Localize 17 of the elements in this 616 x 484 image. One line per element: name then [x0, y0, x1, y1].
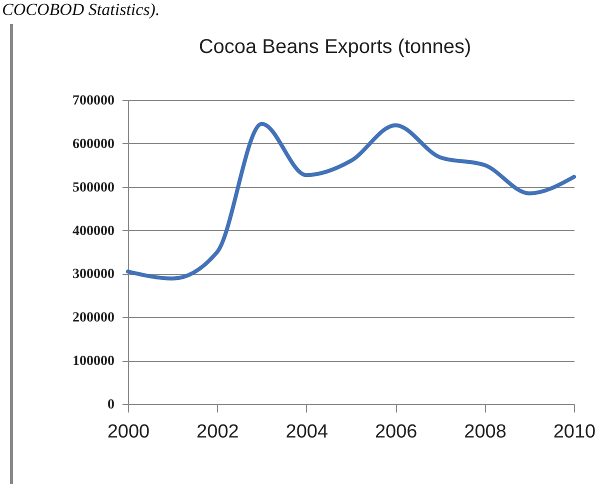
chart-title: Cocoa Beans Exports (tonnes)	[198, 36, 472, 58]
y-tick-label: 200000	[72, 310, 114, 326]
x-tick-label: 2000	[107, 422, 150, 442]
y-tick-label: 500000	[72, 180, 114, 196]
y-tick-label: 0	[108, 398, 114, 412]
x-tick-label: 2006	[374, 422, 418, 442]
y-tick-label: 600000	[72, 136, 114, 152]
x-tick-label: 2010	[553, 422, 596, 442]
x-tick-label: 2004	[286, 422, 328, 442]
x-tick-label: 2002	[196, 422, 239, 442]
y-tick-label: 400000	[72, 224, 114, 239]
x-tick-label: 2008	[464, 422, 506, 442]
text: COCOBOD Statistics).	[2, 0, 160, 20]
line-series	[126, 122, 576, 280]
y-tick-label: 700000	[72, 94, 114, 108]
y-tick-label: 300000	[72, 267, 114, 282]
y-tick-label: 100000	[72, 354, 114, 370]
